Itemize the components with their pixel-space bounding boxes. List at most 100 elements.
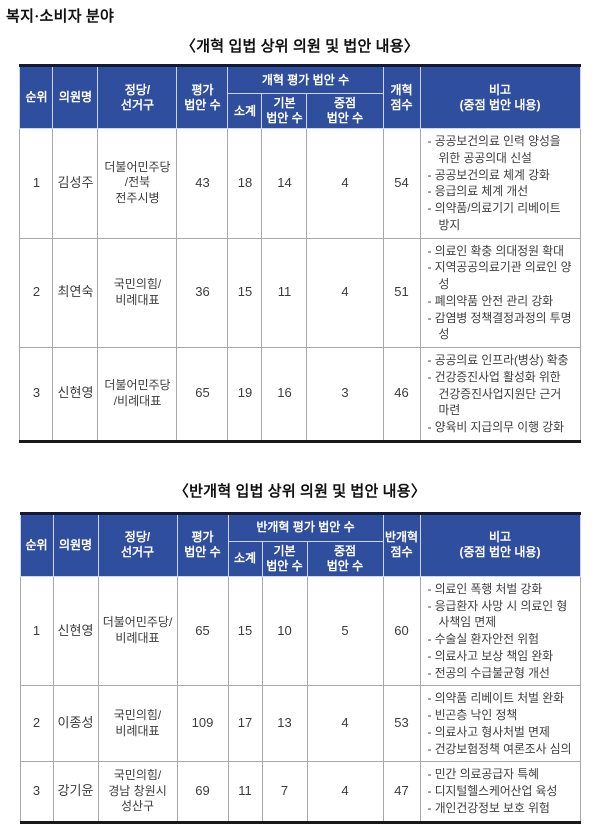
party-district-cell: 국민의힘/ 경남 창원시 성산구 (97, 761, 178, 823)
subtotal-cell: 11 (227, 761, 263, 823)
table-row: 3 강기윤 국민의힘/ 경남 창원시 성산구 69 11 7 4 47 - 민간… (19, 761, 581, 823)
note-item: - 응급의료 체계 개선 (427, 184, 529, 199)
note-item: - 민간 의료공급자 특혜 (427, 767, 539, 782)
notes-cell: - 의료인 폭행 처벌 강화 - 응급환자 사망 시 의료인 형사책임 면제 -… (419, 575, 581, 687)
subtotal-cell: 15 (227, 575, 263, 687)
score-cell: 60 (382, 575, 421, 687)
member-name-cell: 신현영 (52, 575, 99, 687)
score-cell: 46 (382, 347, 421, 442)
col-header-eval-count: 평가 법안 수 (176, 512, 229, 577)
antireform-table-title: 〈반개혁 입법 상위 의원 및 법안 내용〉 (173, 483, 427, 500)
note-item: - 의약품 리베이트 처벌 완화 (427, 691, 564, 706)
col-header-focus: 중점 법안 수 (306, 93, 384, 129)
col-header-basic: 기본 법안 수 (261, 93, 308, 129)
note-item: - 공공보건의료 체계 강화 (427, 167, 550, 182)
col-header-score: 개혁 점수 (382, 65, 421, 129)
focus-count-cell: 4 (306, 685, 384, 763)
rank-cell: 1 (19, 128, 54, 239)
page-title: 복지·소비자 분야 (6, 9, 115, 25)
note-item: - 의료인 폭행 처벌 강화 (427, 581, 543, 596)
rank-cell: 3 (19, 761, 54, 823)
member-name-cell: 이종성 (52, 685, 99, 763)
antireform-table-header: 순위 의원명 정당/ 선거구 평가 법안 수 반개혁 평가 법안 수 반개혁 점… (19, 512, 581, 577)
eval-count-cell: 65 (176, 575, 229, 687)
col-header-score: 반개혁 점수 (382, 512, 421, 577)
col-header-focus: 중점 법안 수 (306, 540, 384, 577)
note-item: - 개인건강정보 보호 위험 (427, 800, 550, 815)
subtotal-cell: 18 (227, 128, 263, 239)
notes-cell: - 공공보건의료 인력 양성을 위한 공공의대 신설 - 공공보건의료 체계 강… (419, 128, 581, 239)
col-header-note: 비고 (중점 법안 내용) (419, 65, 581, 129)
focus-count-cell: 3 (306, 347, 384, 442)
col-header-note: 비고 (중점 법안 내용) (419, 512, 581, 577)
basic-count-cell: 11 (261, 237, 308, 348)
eval-count-cell: 69 (176, 761, 229, 823)
col-header-eval-count: 평가 법안 수 (176, 65, 229, 129)
reform-table-header: 순위 의원명 정당/ 선거구 평가 법안 수 개혁 평가 법안 수 개혁 점수 … (19, 65, 581, 129)
basic-count-cell: 7 (261, 761, 308, 823)
eval-count-cell: 43 (176, 128, 229, 239)
header-row-sub: 소계 기본 법안 수 중점 법안 수 (20, 93, 580, 129)
note-item: - 의료사고 형사처벌 면제 (427, 724, 550, 739)
col-header-group: 반개혁 평가 법안 수 (227, 512, 384, 542)
note-item: - 건강증진사업 활성화 위한 건강증진사업지원단 근거 마련 (427, 369, 562, 418)
col-header-member: 의원명 (52, 65, 99, 129)
note-item: - 전공의 수급불균형 개선 (427, 665, 550, 680)
note-item: - 수술실 환자안전 위험 (427, 632, 539, 646)
notes-cell: - 의료인 확충 의대정원 확대 - 지역공공의료기관 의료인 양성 - 폐의약… (419, 237, 581, 348)
member-name-cell: 신현영 (52, 347, 99, 442)
col-header-member: 의원명 (52, 512, 99, 577)
rank-cell: 2 (19, 685, 54, 763)
note-item: - 디지털헬스케어산업 육성 (427, 784, 558, 798)
note-item: - 의료인 확충 의대정원 확대 (427, 243, 564, 258)
notes-cell: - 공공의료 인프라(병상) 확충 - 건강증진사업 활성화 위한 건강증진사업… (419, 347, 581, 442)
basic-count-cell: 16 (261, 347, 308, 442)
table-row: 3 신현영 더불어민주당 /비례대표 65 19 16 3 46 - 공공의료 … (19, 347, 581, 442)
col-header-subtotal: 소계 (227, 93, 263, 129)
basic-count-cell: 14 (261, 128, 308, 239)
party-district-cell: 국민의힘/ 비례대표 (97, 685, 178, 763)
focus-count-cell: 4 (306, 761, 384, 823)
rank-cell: 3 (19, 347, 54, 442)
party-district-cell: 더불어민주당 /전북 전주시병 (97, 128, 178, 239)
note-item: - 의약품/의료기기 리베이트 방지 (427, 201, 561, 232)
header-row-group: 순위 의원명 정당/ 선거구 평가 법안 수 개혁 평가 법안 수 개혁 점수 … (19, 65, 581, 129)
col-header-rank: 순위 (19, 512, 54, 577)
notes-cell: - 의약품 리베이트 처벌 완화 - 빈곤층 낙인 정책 - 의료사고 형사처벌… (419, 685, 581, 763)
eval-count-cell: 65 (176, 347, 229, 442)
note-item: - 공공의료 인프라(병상) 확충 (427, 353, 569, 367)
focus-count-cell: 4 (306, 237, 384, 348)
note-item: - 응급환자 사망 시 의료인 형사책임 면제 (427, 598, 568, 630)
col-header-group: 개혁 평가 법안 수 (227, 65, 384, 94)
eval-count-cell: 109 (176, 685, 229, 763)
score-cell: 54 (382, 128, 421, 239)
subtotal-cell: 19 (227, 347, 263, 442)
note-item: - 빈곤층 낙인 정책 (427, 708, 518, 722)
eval-count-cell: 36 (176, 237, 229, 348)
table-row: 2 최연숙 국민의힘/ 비례대표 36 15 11 4 51 - 의료인 확충 … (19, 237, 581, 348)
note-item: - 감염병 정책결정과정의 투명성 (427, 310, 572, 342)
score-cell: 51 (382, 237, 421, 348)
table-row: 2 이종성 국민의힘/ 비례대표 109 17 13 4 53 - 의약품 리베… (19, 685, 581, 763)
col-header-party: 정당/ 선거구 (97, 65, 178, 129)
note-item: - 지역공공의료기관 의료인 양성 (427, 260, 572, 291)
focus-count-cell: 5 (306, 575, 384, 687)
note-item: - 공공보건의료 인력 양성을 위한 공공의대 신설 (427, 134, 561, 165)
rank-cell: 1 (19, 575, 54, 687)
party-district-cell: 국민의힘/ 비례대표 (97, 237, 178, 348)
table-row: 1 신현영 더불어민주당/ 비례대표 65 15 10 5 60 - 의료인 폭… (19, 575, 581, 687)
member-name-cell: 김성주 (52, 128, 99, 239)
score-cell: 53 (382, 685, 421, 763)
rank-cell: 2 (19, 237, 54, 348)
reform-table-title: 〈개혁 입법 상위 의원 및 법안 내용〉 (180, 39, 420, 55)
col-header-party: 정당/ 선거구 (97, 512, 178, 577)
basic-count-cell: 13 (261, 685, 308, 763)
member-name-cell: 강기윤 (52, 761, 99, 823)
member-name-cell: 최연숙 (52, 237, 99, 348)
note-item: - 양육비 지급의무 이행 강화 (427, 420, 564, 434)
col-header-rank: 순위 (19, 65, 54, 129)
focus-count-cell: 4 (306, 128, 384, 239)
table-row: 1 김성주 더불어민주당 /전북 전주시병 43 18 14 4 54 - 공공… (19, 128, 581, 239)
note-item: - 의료사고 보상 책임 완화 (427, 648, 554, 663)
note-item: - 폐의약품 안전 관리 강화 (427, 293, 554, 308)
